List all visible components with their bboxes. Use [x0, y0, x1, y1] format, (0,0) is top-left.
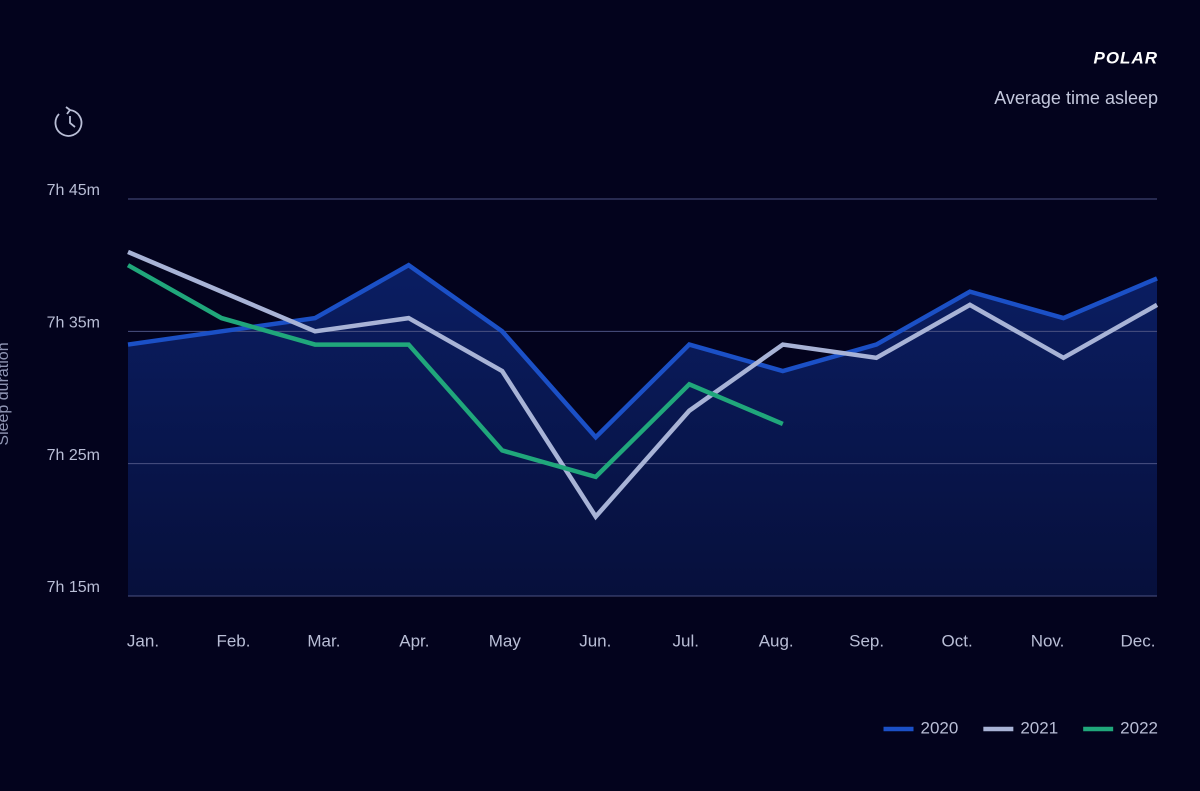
x-tick-label: Mar.	[307, 631, 340, 650]
x-tick-label: May	[489, 631, 522, 650]
x-tick-label: Dec.	[1121, 631, 1156, 650]
legend-label: 2022	[1120, 718, 1158, 737]
x-tick-label: Jul.	[672, 631, 698, 650]
y-axis-label: Sleep duration	[0, 342, 12, 445]
brand-logo: POLAR	[1094, 48, 1159, 67]
x-tick-label: Jan.	[127, 631, 159, 650]
x-tick-label: Sep.	[849, 631, 884, 650]
legend-item: 2021	[983, 718, 1058, 737]
x-tick-label: Apr.	[399, 631, 429, 650]
series-line	[127, 249, 1159, 521]
x-tick-label: Jun.	[579, 631, 611, 650]
clock-icon	[54, 106, 83, 137]
x-tick-label: Nov.	[1031, 631, 1065, 650]
y-tick-label: 7h 35m	[47, 315, 100, 332]
legend-label: 2021	[1020, 718, 1058, 737]
series-line	[127, 262, 1158, 441]
series-line	[126, 263, 784, 480]
legend-label: 2020	[921, 718, 959, 737]
legend-item: 2022	[1083, 718, 1158, 737]
chart-title: Average time asleep	[994, 88, 1158, 108]
y-tick-label: 7h 15m	[47, 579, 100, 596]
legend-item: 2020	[883, 718, 959, 737]
y-tick-label: 7h 45m	[47, 182, 100, 199]
y-tick-label: 7h 25m	[47, 447, 100, 464]
x-tick-label: Aug.	[759, 631, 794, 650]
x-tick-label: Feb.	[216, 631, 250, 650]
x-tick-label: Oct.	[942, 631, 973, 650]
